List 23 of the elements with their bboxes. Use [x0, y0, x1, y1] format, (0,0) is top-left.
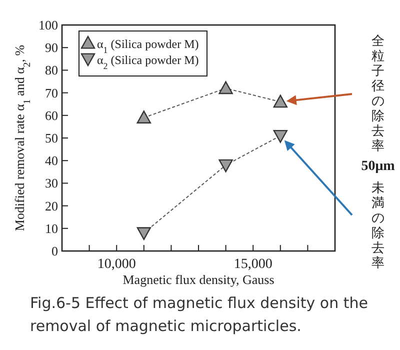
y-tick-label: 0	[52, 244, 58, 258]
point	[218, 81, 233, 94]
point	[273, 130, 288, 143]
point	[273, 94, 288, 108]
y-tick-label: 90	[45, 40, 58, 56]
y-tick-label: 80	[45, 62, 58, 78]
y-tick-label: 40	[45, 153, 58, 168]
caption: Fig.6-5 Effect of magnetic flux density on the removal of magnetic microparticles.	[30, 293, 369, 337]
y-tick-label: 30	[45, 176, 58, 191]
x-tick-label: 15,000	[234, 257, 272, 272]
legend-label: α$_{2}$ (Silica powder M)	[97, 53, 199, 71]
y-tick-label: 10	[45, 220, 58, 236]
y-tick-label: 70	[45, 85, 58, 100]
point	[136, 110, 151, 124]
y-tick-label: 50	[45, 130, 58, 146]
point	[136, 227, 151, 240]
y-tick-label: 100	[38, 18, 58, 32]
x-tick-label: 10,000	[97, 257, 136, 272]
legend-label: α$_{1}$ (Silica powder M)	[97, 37, 199, 55]
point	[218, 159, 233, 172]
y-tick-label: 60	[45, 108, 58, 123]
x-axis-title: Magnetic flux density, Gauss	[122, 272, 274, 287]
y-tick-label: 20	[45, 198, 58, 214]
